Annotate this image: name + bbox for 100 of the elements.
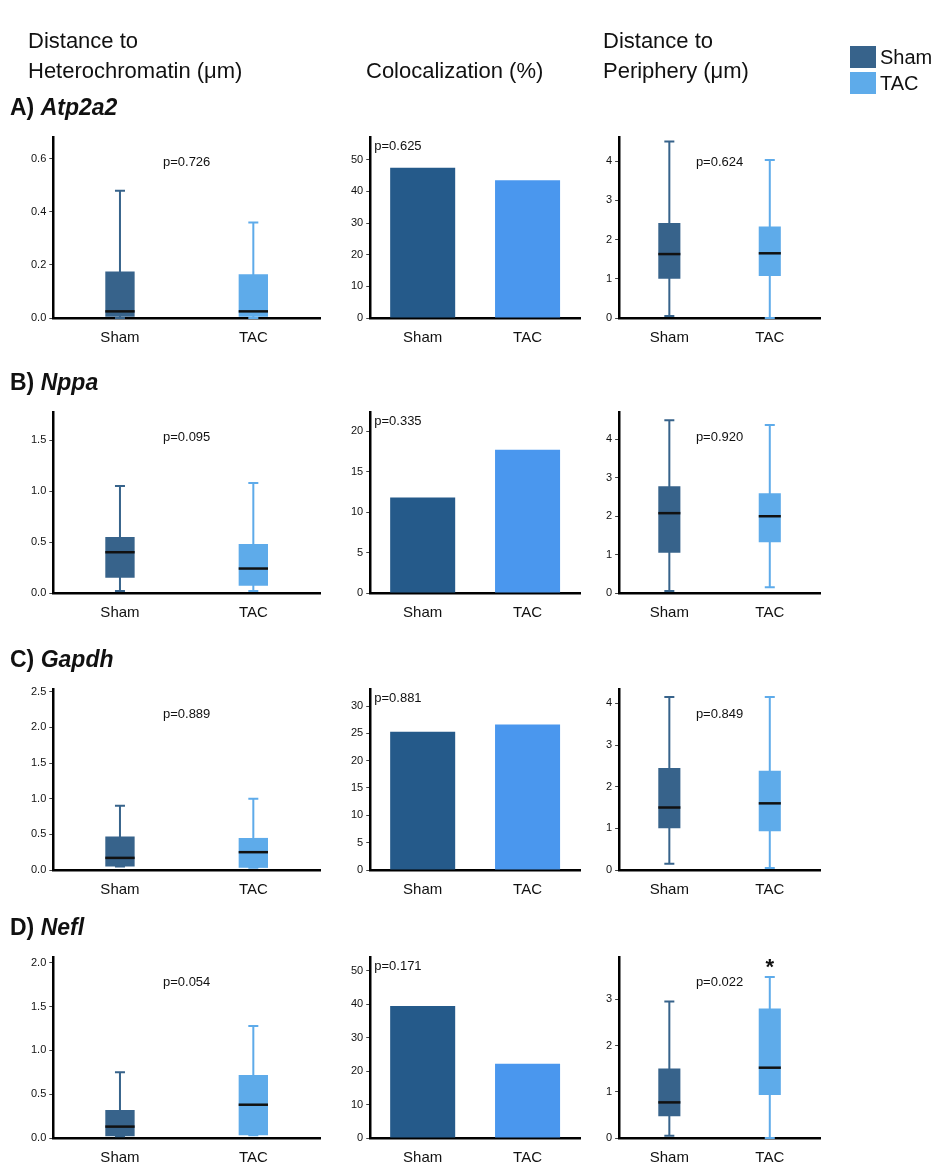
chart-title: Colocalization (%) <box>366 58 544 83</box>
x-tick-label: Sham <box>649 880 689 898</box>
y-tick-label: 10 <box>350 808 364 821</box>
y-tick-label: 15 <box>350 781 364 794</box>
y-tick-label: 3 <box>605 193 613 206</box>
y-tick-label: 20 <box>350 247 364 260</box>
y-tick-label: 0.0 <box>30 863 47 876</box>
y-tick-label: 2 <box>605 232 613 245</box>
y-tick-label: 0.5 <box>30 827 47 840</box>
y-tick-label: 2 <box>605 1038 613 1051</box>
x-tick-label: Sham <box>403 328 443 346</box>
y-tick-label: 1.5 <box>30 999 47 1012</box>
y-tick-label: 3 <box>605 470 613 483</box>
y-tick-label: 2 <box>605 509 613 522</box>
x-tick-label: Sham <box>403 603 443 621</box>
x-tick-label: Sham <box>403 880 443 898</box>
y-tick-label: 0.0 <box>30 586 47 599</box>
y-tick-label: 3 <box>605 992 613 1005</box>
y-tick-label: 20 <box>350 424 364 437</box>
y-tick-label: 40 <box>350 184 364 197</box>
y-tick-label: 0 <box>357 1131 364 1144</box>
annotation: p=0.726 <box>162 153 211 169</box>
y-tick-label: 0 <box>605 311 613 324</box>
y-tick-label: 0 <box>605 1131 613 1144</box>
annotation: p=0.889 <box>162 705 211 721</box>
y-tick-label: 10 <box>350 279 364 292</box>
x-tick-label: Sham <box>100 880 140 898</box>
x-tick-label: TAC <box>755 603 785 621</box>
annotation: p=0.171 <box>374 957 422 973</box>
y-tick-label: 4 <box>605 432 613 445</box>
y-tick-label: 0.0 <box>30 1131 47 1144</box>
y-tick-label: 2.0 <box>30 720 47 733</box>
y-tick-label: 0.2 <box>30 257 47 270</box>
y-tick-label: 50 <box>350 963 364 976</box>
chart-subtitle: A) Atp2a2 <box>10 94 118 120</box>
annotation: p=0.022 <box>695 973 744 989</box>
x-tick-label: TAC <box>238 603 268 621</box>
x-tick-label: Sham <box>403 1148 443 1166</box>
y-tick-label: 0 <box>357 863 364 876</box>
annotation: p=0.624 <box>695 153 744 169</box>
y-tick-label: 1.0 <box>30 791 47 804</box>
y-tick-label: 0.6 <box>30 151 47 164</box>
y-tick-label: 0 <box>605 863 613 876</box>
annotation: p=0.054 <box>162 973 211 989</box>
legend-label: TAC <box>880 71 919 95</box>
annotation: p=0.920 <box>695 428 744 444</box>
y-tick-label: 5 <box>357 545 364 558</box>
x-tick-label: TAC <box>238 1148 268 1166</box>
y-tick-label: 2.0 <box>30 955 47 968</box>
x-tick-label: Sham <box>649 328 689 346</box>
annotation: p=0.881 <box>374 689 422 705</box>
y-tick-label: 20 <box>350 1064 364 1077</box>
chart-subtitle: B) Nppa <box>10 369 99 395</box>
y-tick-label: 0.5 <box>30 1087 47 1100</box>
x-tick-label: TAC <box>513 328 543 346</box>
y-tick-label: 30 <box>350 216 364 229</box>
y-tick-label: 10 <box>350 1097 364 1110</box>
y-tick-label: 0 <box>605 586 613 599</box>
y-tick-label: 2.5 <box>30 684 47 697</box>
annotation: p=0.095 <box>162 428 211 444</box>
y-tick-label: 3 <box>605 738 613 751</box>
y-tick-label: 1 <box>605 821 613 834</box>
y-tick-label: 25 <box>350 726 364 739</box>
y-tick-label: 1 <box>605 547 613 560</box>
y-tick-label: 10 <box>350 505 364 518</box>
x-tick-label: Sham <box>649 603 689 621</box>
x-tick-label: TAC <box>238 880 268 898</box>
y-tick-label: 0.0 <box>30 311 47 324</box>
y-tick-label: 5 <box>357 835 364 848</box>
x-tick-label: TAC <box>755 880 785 898</box>
x-tick-label: Sham <box>100 1148 140 1166</box>
y-tick-label: 1.0 <box>30 484 47 497</box>
x-tick-label: Sham <box>100 603 140 621</box>
chart-title: Distance to Heterochromatin (μm) <box>28 27 244 85</box>
x-tick-label: TAC <box>513 880 543 898</box>
x-tick-label: TAC <box>238 328 268 346</box>
y-tick-label: 40 <box>350 997 364 1010</box>
x-tick-label: Sham <box>100 328 140 346</box>
chart-subtitle: D) Nefl <box>10 914 85 940</box>
y-tick-label: 1 <box>605 271 613 284</box>
y-tick-label: 50 <box>350 152 364 165</box>
y-tick-label: 30 <box>350 1030 364 1043</box>
y-tick-label: 1 <box>605 1084 613 1097</box>
y-tick-label: 15 <box>350 464 364 477</box>
y-tick-label: 0.4 <box>30 204 47 217</box>
y-tick-label: 0 <box>357 586 364 599</box>
y-tick-label: 20 <box>350 753 364 766</box>
x-tick-label: TAC <box>755 328 785 346</box>
annotation: * <box>765 954 775 980</box>
chart-subtitle: C) Gapdh <box>10 646 114 672</box>
y-tick-label: 0.5 <box>30 535 47 548</box>
y-tick-label: 1.5 <box>30 756 47 769</box>
y-tick-label: 1.5 <box>30 433 47 446</box>
chart-title: Distance to Periphery (μm) <box>603 27 750 85</box>
legend-label: Sham <box>880 45 933 69</box>
y-tick-label: 30 <box>350 699 364 712</box>
y-tick-label: 0 <box>357 311 364 324</box>
annotation: p=0.335 <box>374 412 422 428</box>
x-tick-label: TAC <box>513 603 543 621</box>
annotation: p=0.625 <box>374 137 422 153</box>
